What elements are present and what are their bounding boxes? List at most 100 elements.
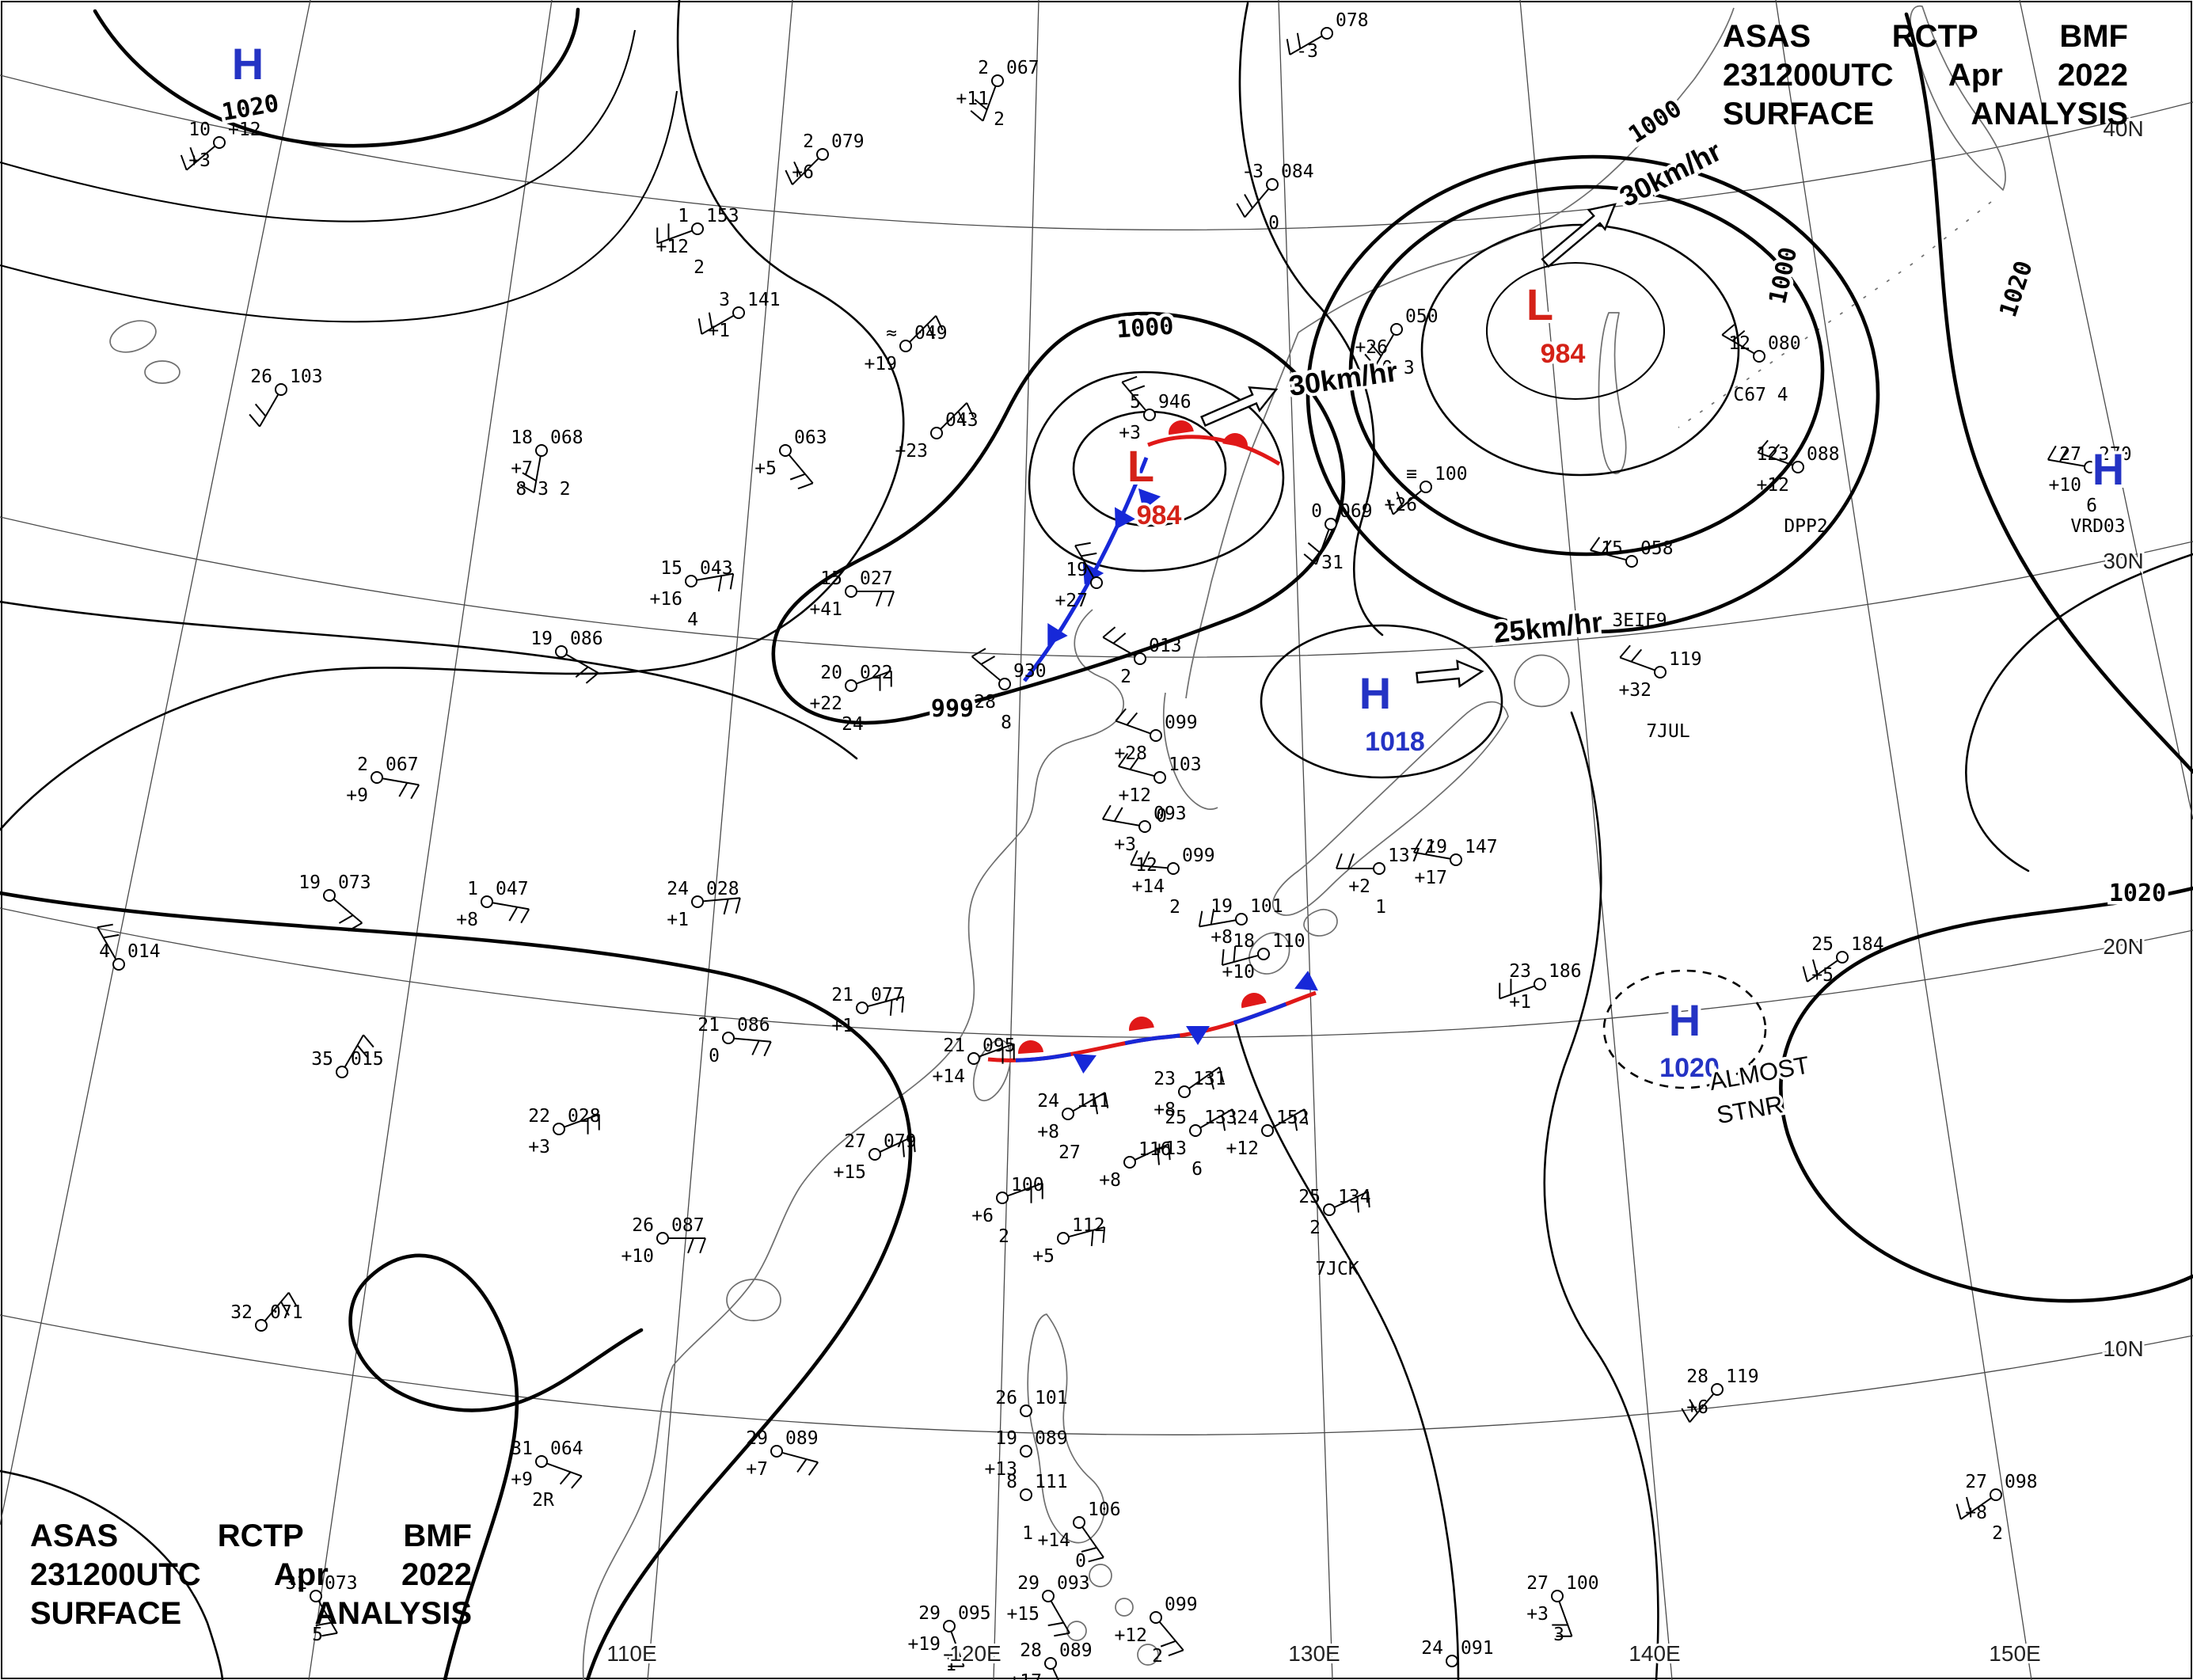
station-value: 0	[1311, 501, 1322, 522]
station-circle-icon	[899, 340, 912, 352]
station-value: 1	[467, 879, 478, 899]
station-circle-icon	[1057, 1232, 1070, 1245]
station-plot: 26 087 +10	[621, 1215, 706, 1267]
movement-arrow	[1541, 203, 1617, 268]
wind-barb-shaft	[1074, 545, 1095, 579]
wind-barb-tick	[1054, 1632, 1070, 1637]
wind-barb-tick	[97, 923, 113, 929]
station-circle-icon	[1625, 555, 1638, 568]
wind-barb-tick	[1303, 553, 1317, 565]
station-plot: 099 +142	[1130, 846, 1215, 918]
station-value: 086	[570, 629, 603, 649]
wind-barb-tick	[1121, 375, 1138, 383]
wind-barb-shaft	[856, 670, 892, 685]
wind-barb-tick	[315, 1621, 332, 1627]
coastline-hokkaido	[1514, 654, 1570, 708]
station-value: 123	[1756, 444, 1789, 465]
station-circle-icon	[1257, 948, 1270, 960]
station-circle-icon	[1420, 481, 1432, 493]
station-value: 047	[496, 879, 529, 899]
station-circle-icon	[1020, 1445, 1032, 1458]
isobar-dashed-high-1020	[1602, 969, 1767, 1089]
title-block-bottom-left: ASAS RCTP BMF 231200UTC Apr 2022 SURFACE ANAL…	[30, 1517, 472, 1633]
wind-barb-tick	[1802, 966, 1808, 983]
stationary-front-cold-marker	[1294, 971, 1318, 991]
station-plot: 24 152 +12	[1226, 1108, 1309, 1159]
wind-barb-tick	[1768, 443, 1781, 458]
station-value: 24	[842, 714, 864, 735]
wind-barb-shaft	[1158, 1621, 1184, 1651]
station-value: 079	[884, 1131, 917, 1152]
station-circle-icon	[967, 1052, 980, 1065]
isobar	[1348, 184, 1825, 557]
station-circle-icon	[1062, 1108, 1074, 1120]
station-value: +8	[456, 910, 478, 930]
station-plot: 5 946 +3	[1119, 375, 1192, 443]
station-value: 091	[1461, 1638, 1494, 1659]
station-plot: 19 073	[298, 872, 371, 932]
wind-barb-tick	[522, 472, 537, 482]
latitude-line-20n	[0, 907, 2193, 1038]
station-value: 049	[914, 323, 948, 344]
isobar-label: 1020	[1994, 257, 2039, 321]
station-plot: ≡ 100 +26	[1384, 464, 1467, 515]
station-value: +27	[1055, 591, 1088, 611]
wind-barb-tick	[1630, 648, 1643, 663]
station-value: +15	[1006, 1604, 1039, 1625]
station-plot: 4 014	[97, 923, 161, 971]
station-value: +3	[1526, 1604, 1549, 1625]
station-value: +3	[188, 150, 211, 171]
station-plot: ≈049 +19	[864, 315, 948, 374]
station-plot: 19 +27	[1055, 542, 1103, 611]
wind-barb-tick	[1356, 1196, 1359, 1213]
station-value: 2R	[532, 1490, 554, 1511]
wind-barb-shaft	[546, 1462, 583, 1477]
station-value: +23	[895, 441, 928, 462]
station-value: 073	[325, 1573, 358, 1594]
wind-barb-shaft	[264, 1291, 290, 1322]
wind-barb-shaft	[1244, 188, 1270, 219]
wind-barb-shaft	[1131, 864, 1169, 869]
latitude-line-40n	[0, 74, 2193, 231]
wind-barb-tick	[508, 907, 519, 922]
station-value: 071	[270, 1302, 303, 1323]
station-value: +5	[1032, 1246, 1055, 1267]
wind-barb-shaft	[1689, 1393, 1715, 1423]
station-value: 5	[1130, 392, 1141, 412]
isobar-label: 1020	[220, 89, 281, 127]
wind-barb-tick	[1293, 1115, 1298, 1131]
wind-barb-tick	[1370, 343, 1382, 357]
wind-barb-tick	[1102, 1226, 1106, 1244]
station-value: 099	[1182, 846, 1215, 866]
wind-barb-tick	[971, 648, 986, 658]
wind-barb-tick	[717, 576, 723, 592]
station-value: 31	[511, 1439, 533, 1459]
isobar-1020-east	[1904, 12, 2193, 774]
station-plot: 24 091	[1421, 1638, 1494, 1667]
coastline-island	[1089, 1564, 1112, 1587]
wind-barb-shaft	[1499, 985, 1535, 1000]
wind-barb-shaft	[792, 158, 819, 185]
wind-barb-shaft	[879, 1135, 914, 1153]
wind-barb-tick	[1424, 840, 1435, 855]
station-value: 141	[747, 290, 781, 310]
station-circle-icon	[845, 585, 857, 598]
coastline-lake	[144, 360, 181, 384]
station-value: +10	[2048, 475, 2081, 496]
station-value: +8	[1099, 1170, 1121, 1191]
longitude-label: 140E	[1629, 1641, 1680, 1666]
station-plot: 15 043 +164	[649, 558, 735, 630]
coastline-lake	[109, 320, 157, 353]
wind-barb-tick	[1090, 1230, 1094, 1246]
station-value: +14	[1037, 1530, 1070, 1551]
wind-barb-tick	[520, 908, 530, 924]
wind-barb-shaft	[971, 656, 1001, 682]
station-plot: 18 068 +78 3 2	[511, 428, 583, 500]
station-circle-icon	[1323, 1203, 1336, 1216]
station-plot: 1 153 +122	[656, 206, 739, 278]
coastline-kyushu	[1249, 932, 1290, 975]
station-circle-icon	[1792, 461, 1804, 473]
station-value: 10	[188, 120, 211, 140]
station-plot: 32 071	[230, 1291, 303, 1332]
station-value: 152	[1276, 1108, 1309, 1128]
